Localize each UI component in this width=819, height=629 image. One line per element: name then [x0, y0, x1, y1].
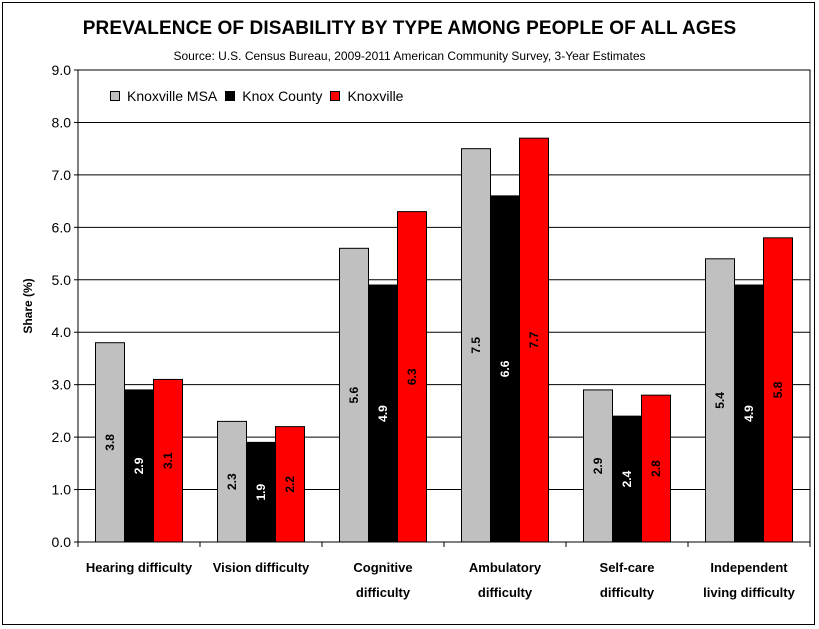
y-tick-label: 2.0	[52, 429, 72, 445]
bar	[612, 415, 642, 543]
legend-item-knoxville: Knoxville	[330, 88, 403, 104]
y-tick-label: 3.0	[52, 377, 72, 393]
legend-label-knoxville-msa: Knoxville MSA	[127, 88, 218, 104]
plot-area	[77, 69, 811, 543]
x-category-label: difficulty	[600, 585, 655, 600]
legend-label-knox-county: Knox County	[242, 88, 323, 104]
legend-swatch-knox-county	[225, 91, 236, 101]
x-category-label: difficulty	[478, 585, 533, 600]
chart-subtitle: Source: U.S. Census Bureau, 2009-2011 Am…	[173, 49, 646, 63]
legend-label-knoxville: Knoxville	[347, 88, 404, 104]
bar-data-label: 2.9	[591, 457, 605, 474]
bar-data-label: 2.3	[225, 473, 239, 490]
bar-data-label: 2.8	[649, 460, 663, 477]
chart-legend: Knoxville MSA Knox County Knoxville	[110, 88, 411, 104]
y-tick-label: 9.0	[52, 62, 72, 78]
legend-item-knox-county: Knox County	[225, 88, 322, 104]
bar	[519, 137, 549, 543]
bar	[246, 441, 276, 543]
x-category-label: living difficulty	[703, 585, 795, 600]
y-axis-title: Share (%)	[21, 278, 35, 333]
bar-data-label: 7.5	[469, 337, 483, 354]
y-tick-label: 1.0	[52, 482, 72, 498]
y-tick-label: 0.0	[52, 534, 72, 550]
x-category-label: Vision difficulty	[213, 560, 310, 575]
y-tick-label: 8.0	[52, 114, 72, 130]
bar-data-label: 2.9	[132, 457, 146, 474]
y-tick-label: 5.0	[52, 272, 72, 288]
bar-data-label: 3.8	[103, 434, 117, 451]
bar-data-label: 4.9	[376, 405, 390, 422]
bar	[368, 284, 398, 543]
bar-data-label: 5.4	[713, 392, 727, 409]
bar	[275, 426, 305, 543]
x-category-label: Hearing difficulty	[86, 560, 193, 575]
bar	[763, 237, 793, 543]
bar	[583, 389, 613, 543]
bar	[95, 342, 125, 543]
bar-data-label: 7.7	[527, 331, 541, 348]
bar	[397, 211, 427, 543]
y-tick-label: 7.0	[52, 167, 72, 183]
legend-swatch-knoxville-msa	[110, 91, 120, 101]
x-category-label: difficulty	[356, 585, 411, 600]
legend-swatch-knoxville	[330, 91, 341, 101]
x-category-label: Cognitive	[353, 560, 412, 575]
bar	[734, 284, 764, 543]
bar-data-label: 1.9	[254, 484, 268, 501]
x-category-label: Independent	[710, 560, 788, 575]
y-tick-label: 4.0	[52, 324, 72, 340]
bar-data-label: 5.6	[347, 386, 361, 403]
bar-data-label: 5.8	[771, 381, 785, 398]
bar	[641, 394, 671, 543]
x-category-label: Ambulatory	[469, 560, 542, 575]
bar	[339, 247, 369, 543]
bar-data-label: 3.1	[161, 452, 175, 469]
bar-data-label: 6.3	[405, 368, 419, 385]
bar-data-label: 2.2	[283, 476, 297, 493]
bar-data-label: 4.9	[742, 405, 756, 422]
bar	[217, 420, 247, 543]
bar-data-label: 6.6	[498, 360, 512, 377]
bar	[124, 389, 154, 543]
chart-title: PREVALENCE OF DISABILITY BY TYPE AMONG P…	[82, 18, 737, 39]
y-tick-label: 6.0	[52, 219, 72, 235]
bar	[153, 378, 183, 543]
bar-data-label: 2.4	[620, 470, 634, 487]
legend-item-knoxville-msa: Knoxville MSA	[110, 88, 217, 104]
x-category-label: Self-care	[600, 560, 655, 575]
